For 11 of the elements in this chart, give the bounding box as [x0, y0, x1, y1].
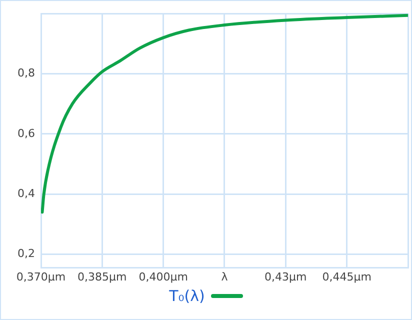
y-tick-label: 0,6 [18, 126, 35, 140]
x-tick-label: 0,400µm [138, 270, 188, 284]
y-tick-label: 0,2 [18, 247, 35, 260]
y-tick-label: 0,8 [18, 66, 35, 80]
x-tick-label: λ [221, 270, 228, 284]
x-tick-label: 0,385µm [78, 270, 127, 284]
x-tick-label: 0,445µm [322, 270, 372, 284]
legend-label: T₀(λ) [169, 287, 205, 305]
x-tick-label: 0,43µm [264, 270, 307, 284]
x-tick-label: 0,370µm [16, 270, 66, 284]
y-tick-label: 0,4 [18, 186, 35, 200]
